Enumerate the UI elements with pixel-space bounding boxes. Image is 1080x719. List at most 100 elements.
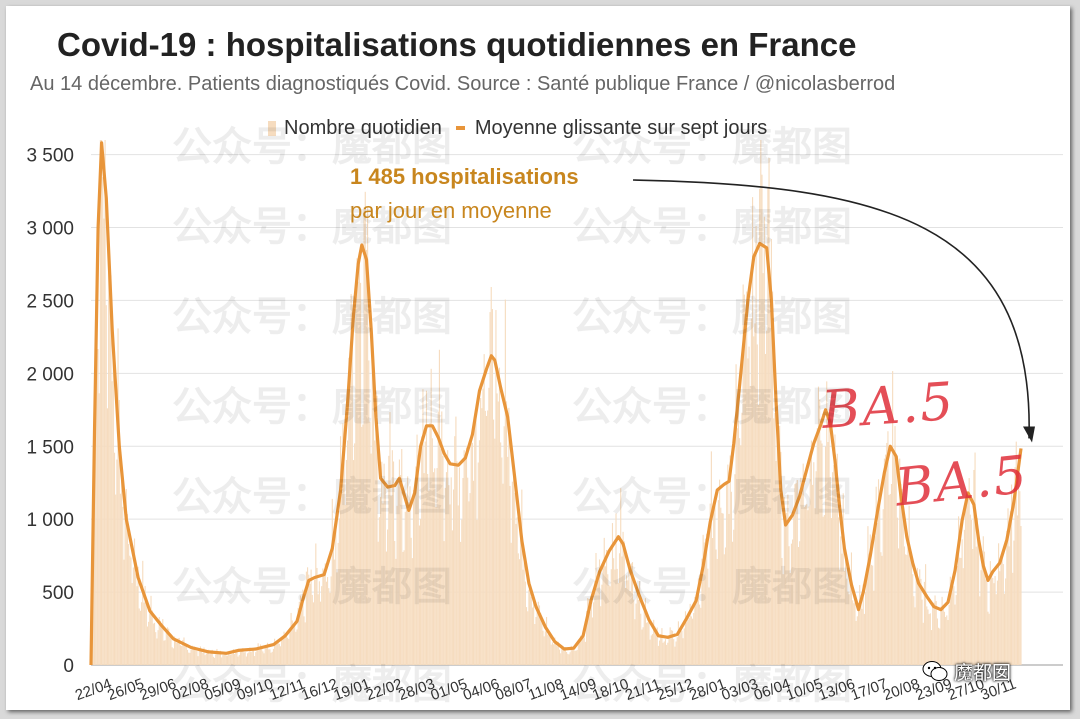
daily-bar [551, 642, 553, 665]
daily-bar [668, 635, 670, 665]
daily-bar [325, 581, 327, 665]
daily-bar [164, 640, 166, 665]
daily-bar [290, 612, 292, 665]
daily-bar [671, 630, 674, 665]
daily-bar [701, 558, 703, 665]
daily-bar [385, 551, 388, 665]
daily-bar [243, 652, 245, 665]
daily-bar [533, 601, 535, 665]
daily-bar [516, 517, 518, 665]
y-tick-labels: 0 500 1 000 1 500 2 000 2 500 3 000 3 500 [26, 146, 74, 677]
daily-bar [926, 606, 928, 665]
daily-bar [268, 649, 270, 665]
daily-bar [125, 489, 127, 665]
daily-bar [394, 540, 396, 665]
daily-bar [622, 531, 624, 665]
daily-bar [621, 556, 623, 665]
legend-bars-label: Nombre quotidien [284, 116, 442, 139]
daily-bar [126, 514, 129, 665]
daily-bar [955, 595, 957, 665]
daily-bar [311, 594, 313, 665]
daily-bar [277, 640, 279, 665]
daily-bar [975, 546, 977, 665]
daily-bar [211, 649, 213, 665]
daily-bar [155, 632, 157, 665]
daily-bar [113, 452, 116, 665]
daily-bar [683, 628, 685, 665]
daily-bar [458, 467, 460, 665]
daily-bar [367, 207, 369, 665]
daily-bar [103, 218, 105, 666]
daily-bar [241, 649, 243, 665]
daily-bar [686, 622, 688, 665]
daily-bar [443, 541, 445, 665]
daily-bar [1016, 515, 1018, 665]
daily-bar [643, 606, 645, 665]
daily-bar [382, 503, 384, 665]
daily-bar [495, 310, 497, 665]
daily-bar [749, 386, 751, 665]
daily-bar [262, 651, 264, 665]
daily-bar [724, 547, 727, 665]
daily-bar [856, 616, 858, 665]
daily-bar [505, 401, 508, 665]
daily-bar [571, 646, 574, 665]
daily-bar [995, 594, 997, 665]
daily-bar [390, 495, 392, 665]
daily-bar [215, 654, 217, 665]
daily-bar [829, 477, 831, 665]
daily-bar [148, 621, 150, 665]
daily-bar [294, 624, 296, 665]
daily-bar [363, 207, 365, 665]
daily-bar [208, 649, 210, 665]
daily-bar [780, 451, 782, 665]
daily-bar [767, 187, 769, 665]
daily-bar [839, 569, 841, 665]
daily-bar [190, 649, 192, 665]
daily-bar [473, 480, 475, 665]
daily-bar [327, 577, 329, 665]
daily-bar [921, 599, 923, 665]
daily-bar [781, 557, 783, 665]
daily-bar [162, 619, 164, 665]
daily-bar [653, 619, 655, 665]
daily-bar [642, 627, 644, 665]
daily-bar [808, 506, 810, 665]
daily-bar [835, 458, 837, 665]
watermark-text: 公众号：魔都图 [172, 204, 452, 250]
daily-bar [404, 511, 406, 665]
daily-bar [410, 537, 412, 665]
daily-bar [978, 529, 980, 665]
daily-bar [895, 464, 897, 665]
daily-bar [816, 428, 818, 665]
daily-bar [130, 557, 132, 665]
daily-bar [414, 495, 416, 665]
daily-bar [323, 574, 325, 665]
daily-bar [398, 459, 400, 665]
daily-bar [601, 584, 603, 665]
daily-bar [845, 558, 847, 665]
daily-bar [594, 580, 596, 665]
daily-bar [339, 436, 342, 665]
daily-bar [584, 641, 586, 665]
daily-bar [942, 607, 944, 665]
daily-bar [143, 602, 145, 665]
daily-bar [741, 412, 743, 665]
daily-bar [910, 551, 913, 665]
daily-bar [163, 640, 165, 665]
daily-bar [814, 508, 816, 665]
daily-bar [206, 651, 209, 665]
daily-bar [146, 626, 149, 665]
daily-bar [468, 501, 470, 665]
daily-bar [477, 462, 479, 665]
daily-bar [717, 500, 719, 665]
daily-bar [979, 596, 981, 665]
y-tick-label: 2 500 [26, 291, 74, 312]
daily-bar [374, 440, 376, 665]
corner-watermark: 魔都囡 [922, 655, 1062, 687]
daily-bar [429, 422, 431, 665]
daily-bar [792, 539, 794, 665]
daily-bar [606, 549, 608, 665]
daily-bar [914, 607, 916, 665]
daily-bar [810, 440, 812, 665]
